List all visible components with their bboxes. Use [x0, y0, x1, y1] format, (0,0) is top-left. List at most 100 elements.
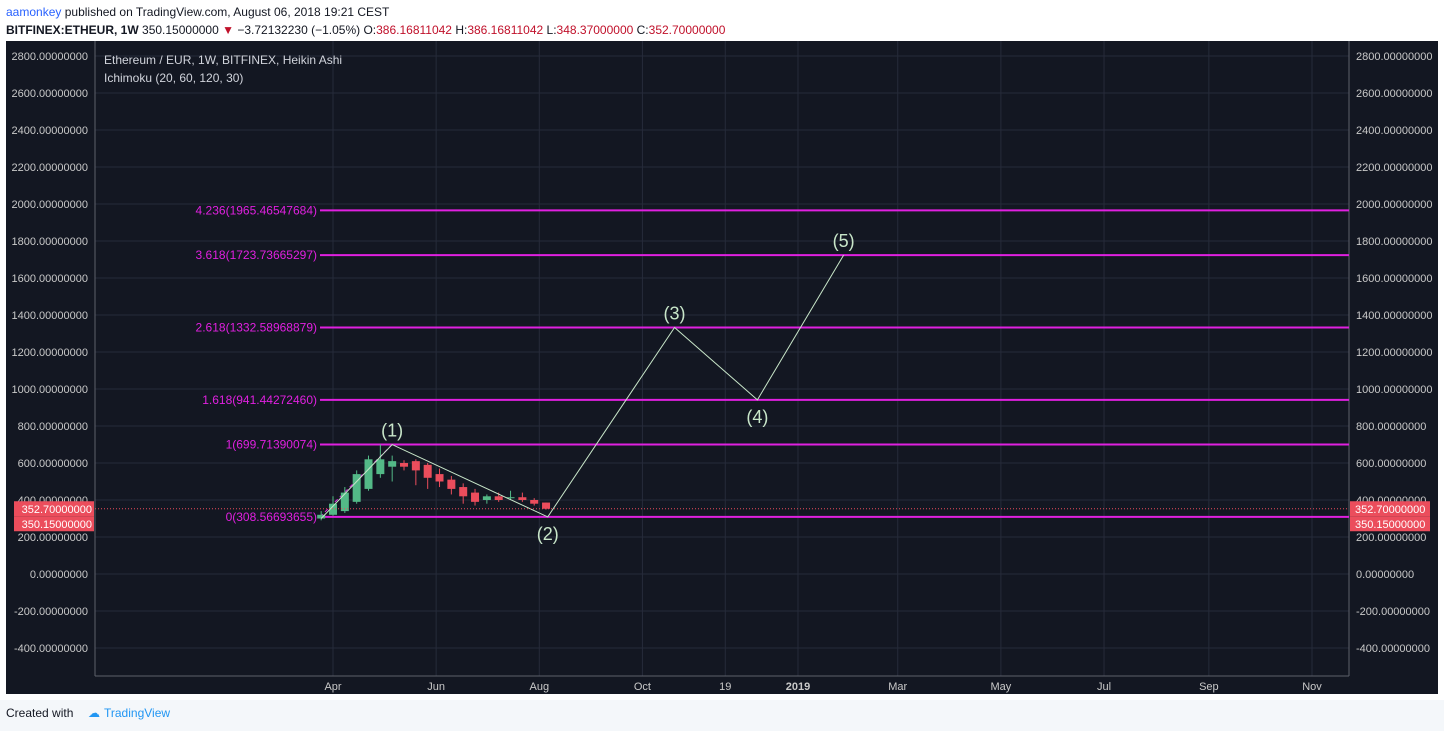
publish-header: aamonkey published on TradingView.com, A… — [6, 3, 389, 21]
fib-level-label: 2.618(1332.58968879) — [196, 320, 317, 334]
tradingview-brand: TradingView — [104, 706, 171, 720]
candle-body — [447, 479, 456, 489]
last-price: 350.15000000 — [142, 23, 219, 37]
candle-body — [435, 474, 444, 482]
y-tick-label: 1600.00000000 — [1356, 273, 1432, 285]
author-link[interactable]: aamonkey — [6, 5, 62, 19]
x-tick-label: Sep — [1199, 681, 1219, 693]
close-value: 352.70000000 — [648, 23, 726, 37]
x-tick-label: Mar — [888, 681, 907, 693]
fib-level-label: 1(699.71390074) — [226, 438, 317, 452]
y-tick-label: 600.00000000 — [1356, 458, 1426, 470]
x-tick-label: Jul — [1097, 681, 1111, 693]
x-tick-label: Jun — [427, 681, 445, 693]
low-value: 348.37000000 — [556, 23, 634, 37]
candle-body — [530, 500, 539, 504]
footer: Created with ☁ TradingView — [0, 700, 1444, 731]
symbol-name: BITFINEX:ETHEUR, 1W — [6, 23, 139, 37]
chart-background — [6, 41, 1438, 694]
wave-label: (4) — [746, 407, 768, 427]
candle-body — [471, 492, 480, 502]
y-tick-label: 200.00000000 — [1356, 532, 1426, 544]
candle-body — [506, 497, 515, 499]
tradingview-link[interactable]: ☁ TradingView — [88, 706, 170, 720]
high-value: 386.16811042 — [467, 23, 544, 37]
y-tick-label: 2800.00000000 — [12, 51, 88, 63]
y-tick-label: 2600.00000000 — [1356, 88, 1432, 100]
candle-body — [518, 497, 527, 500]
y-tick-label: 1400.00000000 — [1356, 310, 1432, 322]
tradingview-cloud-icon: ☁ — [88, 706, 100, 720]
candle-body — [352, 474, 361, 502]
price-tag — [14, 516, 94, 532]
created-with-label: Created with — [6, 706, 74, 720]
y-tick-label: 800.00000000 — [18, 421, 88, 433]
wave-path-line[interactable] — [320, 254, 845, 519]
fib-level-label: 3.618(1723.73665297) — [196, 248, 317, 262]
price-tag-label: 352.70000000 — [22, 504, 92, 516]
wave-label: (5) — [833, 231, 855, 251]
grid — [95, 41, 1349, 676]
y-tick-label: 1800.00000000 — [12, 236, 88, 248]
y-tick-label: 0.00000000 — [30, 569, 88, 581]
close-label: C: — [636, 23, 649, 37]
price-tag-label: 352.70000000 — [1355, 504, 1425, 516]
y-tick-label: 2800.00000000 — [1356, 51, 1432, 63]
y-tick-label: 1600.00000000 — [12, 273, 88, 285]
y-tick-label: 1000.00000000 — [12, 384, 88, 396]
price-tag-label: 350.15000000 — [1355, 519, 1425, 531]
indicator-legend: Ichimoku (20, 60, 120, 30) — [104, 71, 243, 85]
y-tick-label: 800.00000000 — [1356, 421, 1426, 433]
candle-body — [340, 492, 349, 512]
fibonacci-extension[interactable]: 4.236(1965.46547684) 3.618(1723.73665297)… — [196, 203, 1349, 524]
wave-label: (2) — [537, 524, 559, 544]
y-tick-label: 2400.00000000 — [12, 125, 88, 137]
y-tick-label: 0.00000000 — [1356, 569, 1414, 581]
x-tick-label: 19 — [719, 681, 731, 693]
price-change: −3.72132230 (−1.05%) — [237, 23, 361, 37]
y-tick-label: 2400.00000000 — [1356, 125, 1432, 137]
time-axis[interactable]: Apr Jun Aug Oct 19 2019 Mar May Jul Sep Nov — [324, 681, 1322, 693]
y-tick-label: 600.00000000 — [18, 458, 88, 470]
price-tag-label: 350.15000000 — [22, 519, 92, 531]
symbol-info-line: BITFINEX:ETHEUR, 1W 350.15000000 ▼ −3.72… — [6, 21, 725, 39]
low-label: L: — [546, 23, 557, 37]
y-tick-label: 2200.00000000 — [12, 162, 88, 174]
left-price-axis[interactable]: 2800.00000000 2600.00000000 2400.00000000 2… — [12, 51, 88, 655]
price-tag — [14, 501, 94, 517]
chart-canvas[interactable]: 2800.00000000 2600.00000000 2400.00000000 2… — [0, 0, 1444, 700]
high-label: H: — [455, 23, 468, 37]
x-tick-label: Oct — [634, 681, 651, 693]
candle-body — [317, 514, 326, 519]
right-price-axis[interactable]: 2800.00000000 2600.00000000 2400.00000000 2… — [1356, 51, 1432, 655]
y-tick-label: 1200.00000000 — [1356, 347, 1432, 359]
y-tick-label: 1200.00000000 — [12, 347, 88, 359]
y-tick-label: 1800.00000000 — [1356, 236, 1432, 248]
chart-title: Ethereum / EUR, 1W, BITFINEX, Heikin Ash… — [104, 53, 342, 67]
y-tick-label: -200.00000000 — [1356, 606, 1430, 618]
y-tick-label: -400.00000000 — [14, 643, 88, 655]
price-tag — [1350, 501, 1430, 517]
y-tick-label: 1400.00000000 — [12, 310, 88, 322]
y-tick-label: 2600.00000000 — [12, 88, 88, 100]
x-tick-label: Nov — [1302, 681, 1322, 693]
price-tag — [1350, 516, 1430, 532]
candle-body — [388, 461, 397, 467]
x-tick-label: Apr — [324, 681, 341, 693]
y-tick-label: -400.00000000 — [1356, 643, 1430, 655]
candle-body — [364, 459, 373, 489]
x-tick-label: Aug — [529, 681, 549, 693]
elliott-wave-path[interactable]: (1) (2) (3) (4) (5) — [320, 231, 855, 544]
y-tick-label: 2000.00000000 — [1356, 199, 1432, 211]
y-tick-label: 1000.00000000 — [1356, 384, 1432, 396]
candle-body — [411, 461, 420, 471]
wave-label: (3) — [664, 303, 686, 323]
fib-level-label: 4.236(1965.46547684) — [196, 203, 317, 217]
candle-body — [376, 459, 385, 475]
down-arrow-icon: ▼ — [222, 23, 234, 37]
open-value: 386.16811042 — [376, 23, 452, 37]
candle-body — [423, 464, 432, 478]
x-tick-label: May — [990, 681, 1011, 693]
price-tags: 352.70000000 352.70000000 350.15000000 350.… — [14, 501, 1430, 532]
y-tick-label: -200.00000000 — [14, 606, 88, 618]
